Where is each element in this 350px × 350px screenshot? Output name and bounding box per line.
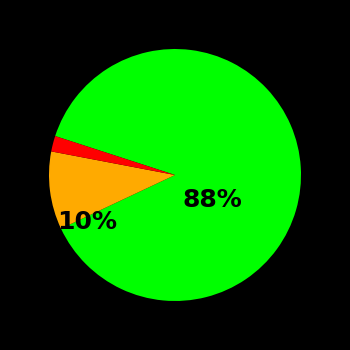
Text: 88%: 88%: [183, 188, 243, 212]
Wedge shape: [51, 136, 175, 175]
Wedge shape: [55, 49, 301, 301]
Wedge shape: [49, 152, 175, 229]
Text: 10%: 10%: [57, 210, 117, 234]
